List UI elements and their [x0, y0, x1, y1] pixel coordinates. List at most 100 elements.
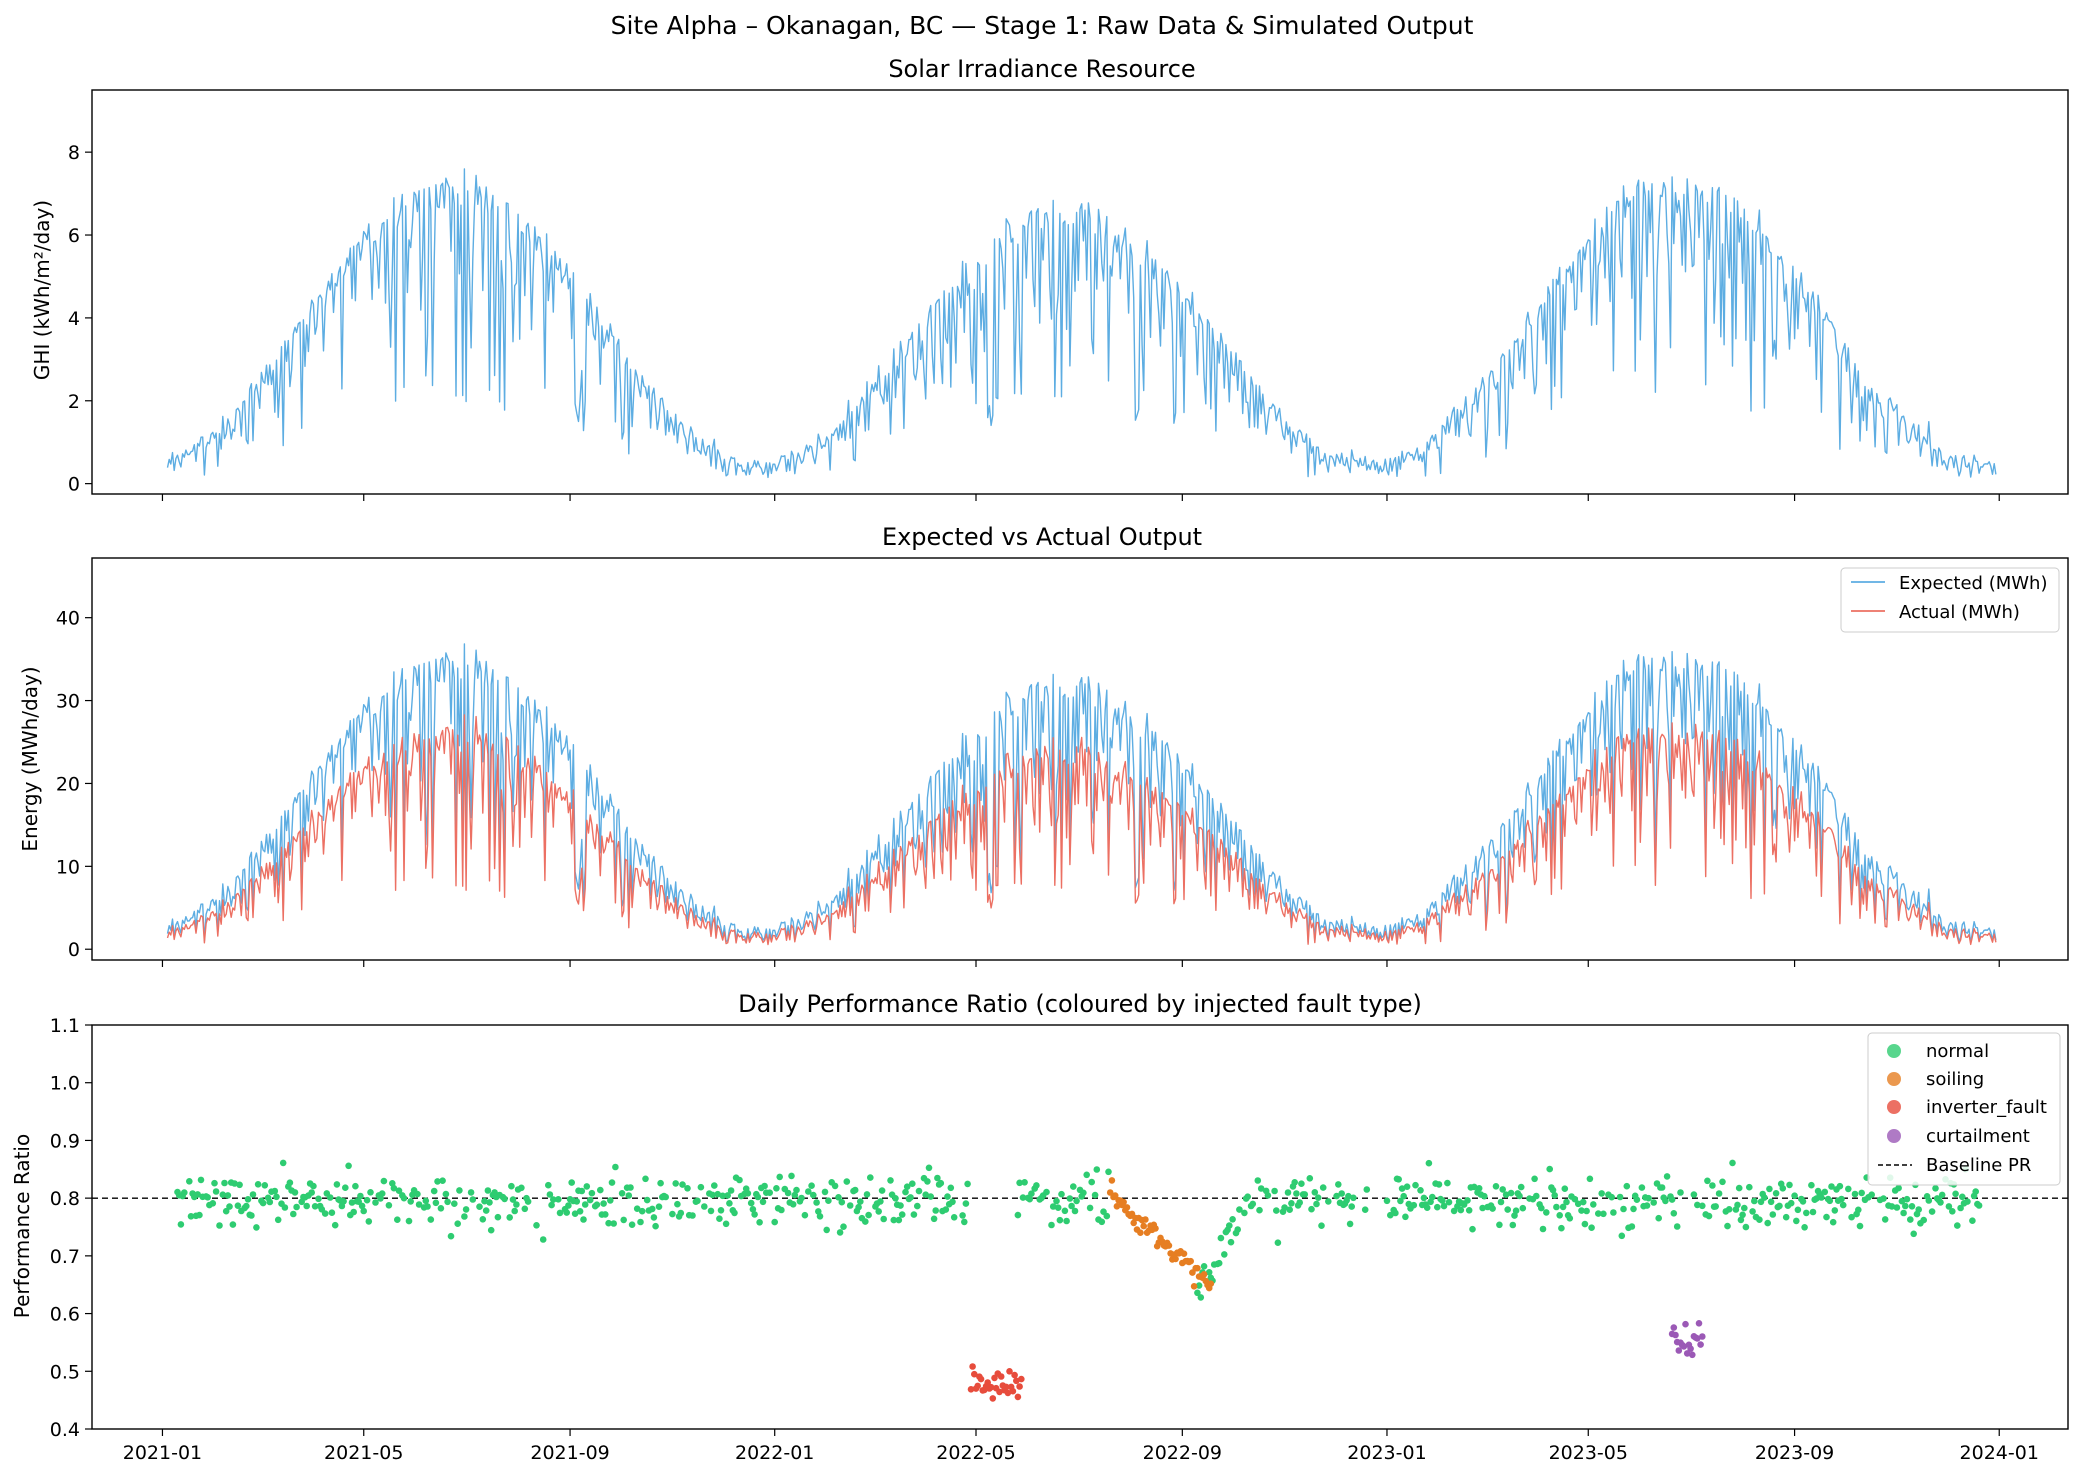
- pr-point-normal: [467, 1189, 475, 1196]
- pr-point-normal: [219, 1191, 227, 1198]
- pr-point-normal: [451, 1200, 458, 1207]
- pr-point-inverter-fault: [969, 1363, 976, 1370]
- pr-point-normal: [1345, 1192, 1352, 1200]
- pr-point-normal: [1400, 1192, 1407, 1200]
- pr-point-normal: [444, 1198, 451, 1206]
- pr-point-normal: [340, 1198, 347, 1205]
- pr-point-normal: [1481, 1192, 1488, 1200]
- pr-point-normal: [1772, 1190, 1780, 1197]
- pr-point-normal: [1910, 1230, 1917, 1238]
- pr-point-normal: [1856, 1222, 1864, 1230]
- pr-point-normal: [1588, 1224, 1595, 1231]
- pr-point-normal: [556, 1209, 564, 1217]
- pr-point-normal: [1858, 1189, 1865, 1197]
- pr-point-normal: [221, 1179, 228, 1187]
- pr-point-normal: [1829, 1218, 1837, 1226]
- pr-point-normal: [1254, 1177, 1262, 1184]
- pr-point-normal: [1787, 1199, 1795, 1207]
- pr-point-normal: [432, 1199, 440, 1207]
- pr-point-normal: [789, 1201, 797, 1208]
- pr-point-normal: [1479, 1204, 1486, 1212]
- pr-point-normal: [414, 1190, 421, 1198]
- pr-point-normal: [1937, 1199, 1944, 1206]
- legend-soiling-label: soiling: [1926, 1069, 1984, 1090]
- pr-point-normal: [642, 1175, 649, 1183]
- pr-point-inverter-fault: [1009, 1387, 1017, 1395]
- pr-point-normal: [1776, 1202, 1783, 1210]
- pr-point-normal: [372, 1199, 379, 1206]
- pr-point-normal: [1655, 1214, 1662, 1222]
- pr-point-normal: [187, 1213, 195, 1220]
- pr-point-inverter-fault: [1016, 1383, 1023, 1390]
- pr-point-normal: [898, 1211, 906, 1218]
- pr-point-normal: [1964, 1198, 1971, 1205]
- pr-point-normal: [279, 1159, 287, 1167]
- pr-point-normal: [1281, 1204, 1288, 1211]
- pr-point-normal: [1333, 1192, 1340, 1200]
- pr-point-normal: [1741, 1204, 1748, 1212]
- pr-point-normal: [726, 1200, 733, 1207]
- irradiance-series: [166, 168, 1997, 479]
- pr-point-normal: [1516, 1192, 1523, 1200]
- pr-point-normal: [808, 1182, 815, 1189]
- pr-point-normal: [959, 1212, 966, 1219]
- pr-point-normal: [1794, 1206, 1802, 1214]
- pr-point-normal: [1945, 1203, 1953, 1210]
- y-tick-label: 8: [68, 142, 80, 164]
- pr-point-normal: [674, 1200, 681, 1208]
- pr-point-normal: [576, 1208, 584, 1215]
- pr-point-normal: [197, 1176, 205, 1184]
- pr-point-normal: [1512, 1207, 1520, 1214]
- pr-point-normal: [1519, 1204, 1527, 1212]
- pr-point-normal: [1831, 1207, 1839, 1214]
- pr-point-normal: [1048, 1221, 1055, 1229]
- pr-point-normal: [1383, 1197, 1391, 1205]
- pr-point-inverter-fault: [1013, 1377, 1020, 1385]
- pr-point-normal: [1033, 1182, 1040, 1189]
- pr-point-normal: [846, 1202, 854, 1209]
- pr-point-normal: [1818, 1194, 1825, 1201]
- pr-point-normal: [731, 1209, 738, 1217]
- irradiance-ticks: 0 2 4 6 8: [68, 142, 2000, 501]
- pr-point-normal: [261, 1182, 269, 1189]
- pr-series: [174, 1159, 1983, 1402]
- pr-point-inverter-fault: [974, 1382, 981, 1390]
- pr-point-normal: [1070, 1183, 1077, 1190]
- pr-point-normal: [434, 1178, 441, 1185]
- pr-point-normal: [851, 1186, 859, 1194]
- pr-point-normal: [1194, 1289, 1201, 1297]
- pr-point-normal: [934, 1174, 941, 1182]
- pr-point-soiling: [1152, 1225, 1159, 1232]
- y-tick-label: 0.9: [50, 1130, 80, 1152]
- pr-point-inverter-fault: [997, 1373, 1005, 1380]
- pr-point-normal: [1195, 1282, 1203, 1289]
- y-tick-label: 6: [68, 225, 80, 247]
- pr-point-normal: [724, 1192, 731, 1199]
- pr-point-normal: [1898, 1197, 1906, 1205]
- pr-point-normal: [862, 1218, 869, 1225]
- pr-point-normal: [1066, 1195, 1074, 1202]
- pr-point-normal: [390, 1184, 398, 1192]
- pr-point-normal: [633, 1205, 641, 1212]
- pr-point-normal: [1056, 1216, 1064, 1224]
- pr-point-normal: [508, 1182, 515, 1190]
- pr-point-normal: [367, 1189, 374, 1196]
- pr-point-normal: [405, 1217, 413, 1225]
- pr-point-normal: [1734, 1201, 1741, 1209]
- x-tick-label: 2021-05: [324, 1442, 403, 1464]
- pr-point-normal: [1975, 1202, 1983, 1209]
- pr-point-normal: [1071, 1207, 1079, 1215]
- pr-point-soiling: [1137, 1229, 1144, 1236]
- pr-point-normal: [1855, 1206, 1862, 1214]
- y-tick-label: 40: [56, 608, 80, 630]
- pr-point-normal: [892, 1195, 899, 1202]
- pr-point-normal: [1098, 1218, 1106, 1226]
- pr-point-normal: [1972, 1188, 1979, 1195]
- pr-point-normal: [1325, 1198, 1332, 1205]
- pr-point-normal: [1954, 1222, 1961, 1229]
- pr-point-normal: [1492, 1183, 1500, 1190]
- pr-point-curtailment: [1675, 1347, 1683, 1354]
- pr-point-normal: [380, 1177, 388, 1185]
- pr-point-normal: [1959, 1193, 1966, 1201]
- pr-point-curtailment: [1699, 1333, 1706, 1340]
